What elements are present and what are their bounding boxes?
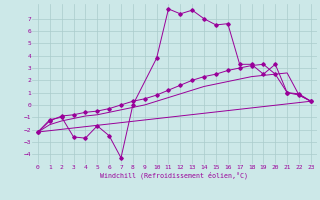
X-axis label: Windchill (Refroidissement éolien,°C): Windchill (Refroidissement éolien,°C) [100,171,248,179]
